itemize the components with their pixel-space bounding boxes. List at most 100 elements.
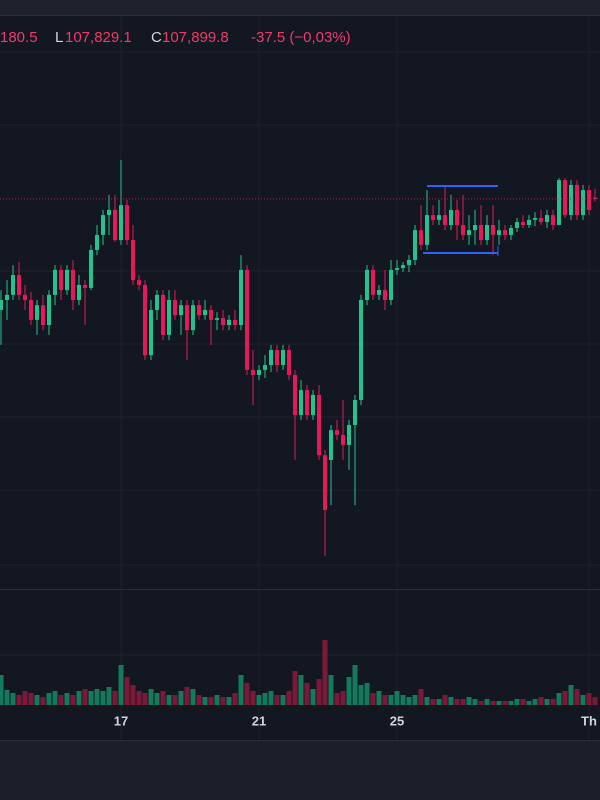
volume-bar (316, 679, 322, 705)
candle-body (323, 455, 327, 510)
volume-bar (154, 693, 160, 705)
candle-body (203, 309, 207, 316)
candle-body (23, 294, 27, 301)
candle-body (557, 180, 561, 226)
volume-bar (262, 693, 268, 705)
candle-body (299, 390, 303, 416)
volume-bar (238, 675, 244, 705)
volume-bar (550, 699, 556, 705)
volume-bar (256, 695, 262, 705)
candle-body (497, 230, 501, 235)
volume-bar (466, 697, 472, 705)
volume-bar (514, 699, 520, 705)
ohlc-high: 180.5 (0, 29, 38, 46)
candle-body (305, 390, 309, 416)
ohlc-close: 107,899.8 (162, 29, 229, 46)
volume-bar (0, 675, 4, 705)
candle-body (215, 318, 219, 320)
candle-body (563, 180, 567, 216)
volume-bar (214, 695, 220, 705)
candle-body (17, 275, 21, 295)
candle-body (353, 400, 357, 426)
volume-bar (544, 699, 550, 705)
volume-bar (394, 691, 400, 705)
range-annotation (423, 185, 499, 256)
volume-bar (22, 691, 28, 705)
candle-body (311, 394, 315, 416)
candle-body (575, 184, 579, 216)
candle-body (407, 259, 411, 266)
volume-bar (328, 675, 334, 705)
candle-body (419, 230, 423, 245)
candle-body (35, 305, 39, 320)
candle-body (551, 215, 555, 226)
candle-body (89, 250, 93, 288)
candle-body (131, 240, 135, 281)
candle-body (107, 209, 111, 216)
candle-body (503, 230, 507, 235)
candle-body (221, 318, 225, 326)
candle-body (593, 197, 597, 199)
candle-body (161, 294, 165, 335)
candle-body (263, 365, 267, 370)
volume-bar (148, 689, 154, 705)
volume-bar (382, 695, 388, 705)
volume-bar (184, 687, 190, 705)
candle-body (239, 269, 243, 326)
volume-bar (226, 697, 232, 705)
x-tick-label: Th (581, 713, 597, 728)
candle-body (0, 300, 3, 310)
candle-body (485, 225, 489, 241)
volume-bar (166, 695, 172, 705)
candle-body (491, 225, 495, 235)
candle-body (113, 209, 117, 241)
candle-body (377, 290, 381, 295)
volume-bar (106, 687, 112, 705)
grid (0, 51, 600, 656)
volume-bar (406, 697, 412, 705)
top-bar (0, 0, 600, 15)
volume-bar (58, 695, 64, 705)
candle-body (281, 350, 285, 366)
candle-body (479, 225, 483, 241)
candle-body (209, 309, 213, 320)
candle-body (449, 209, 453, 226)
volume-bar (310, 689, 316, 705)
ohlc-close-letter: C (151, 29, 162, 46)
candle-body (335, 430, 339, 435)
volume-bar (526, 701, 532, 705)
volume-bar (280, 695, 286, 705)
volume-bar (100, 691, 106, 705)
volume-bar (190, 689, 196, 705)
volume-bar (340, 691, 346, 705)
volume-bar (76, 691, 82, 705)
volume-bar (562, 691, 568, 705)
ohlc-change: -37.5 (−0,03%) (251, 29, 351, 46)
candle-body (179, 305, 183, 316)
candle-body (143, 284, 147, 356)
candle-body (539, 218, 543, 223)
candle-body (371, 269, 375, 295)
candle-body (413, 230, 417, 260)
candle-body (473, 225, 477, 231)
candle-body (101, 215, 105, 235)
volume-bar (508, 701, 514, 705)
candle-body (467, 230, 471, 235)
candle-body (95, 234, 99, 251)
candle-body (581, 190, 585, 216)
volume-bar (388, 695, 394, 705)
volume-bar (40, 697, 46, 705)
candle-body (149, 309, 153, 356)
candle-body (5, 294, 9, 301)
volume-bar (250, 691, 256, 705)
volume-bar (454, 699, 460, 705)
volume-bar (232, 693, 238, 705)
candle-body (533, 218, 537, 220)
candle-body (245, 269, 249, 370)
volume-bar (412, 695, 418, 705)
candle-body (233, 319, 237, 326)
x-tick-label: 25 (390, 713, 404, 728)
volume-bar (112, 691, 118, 705)
